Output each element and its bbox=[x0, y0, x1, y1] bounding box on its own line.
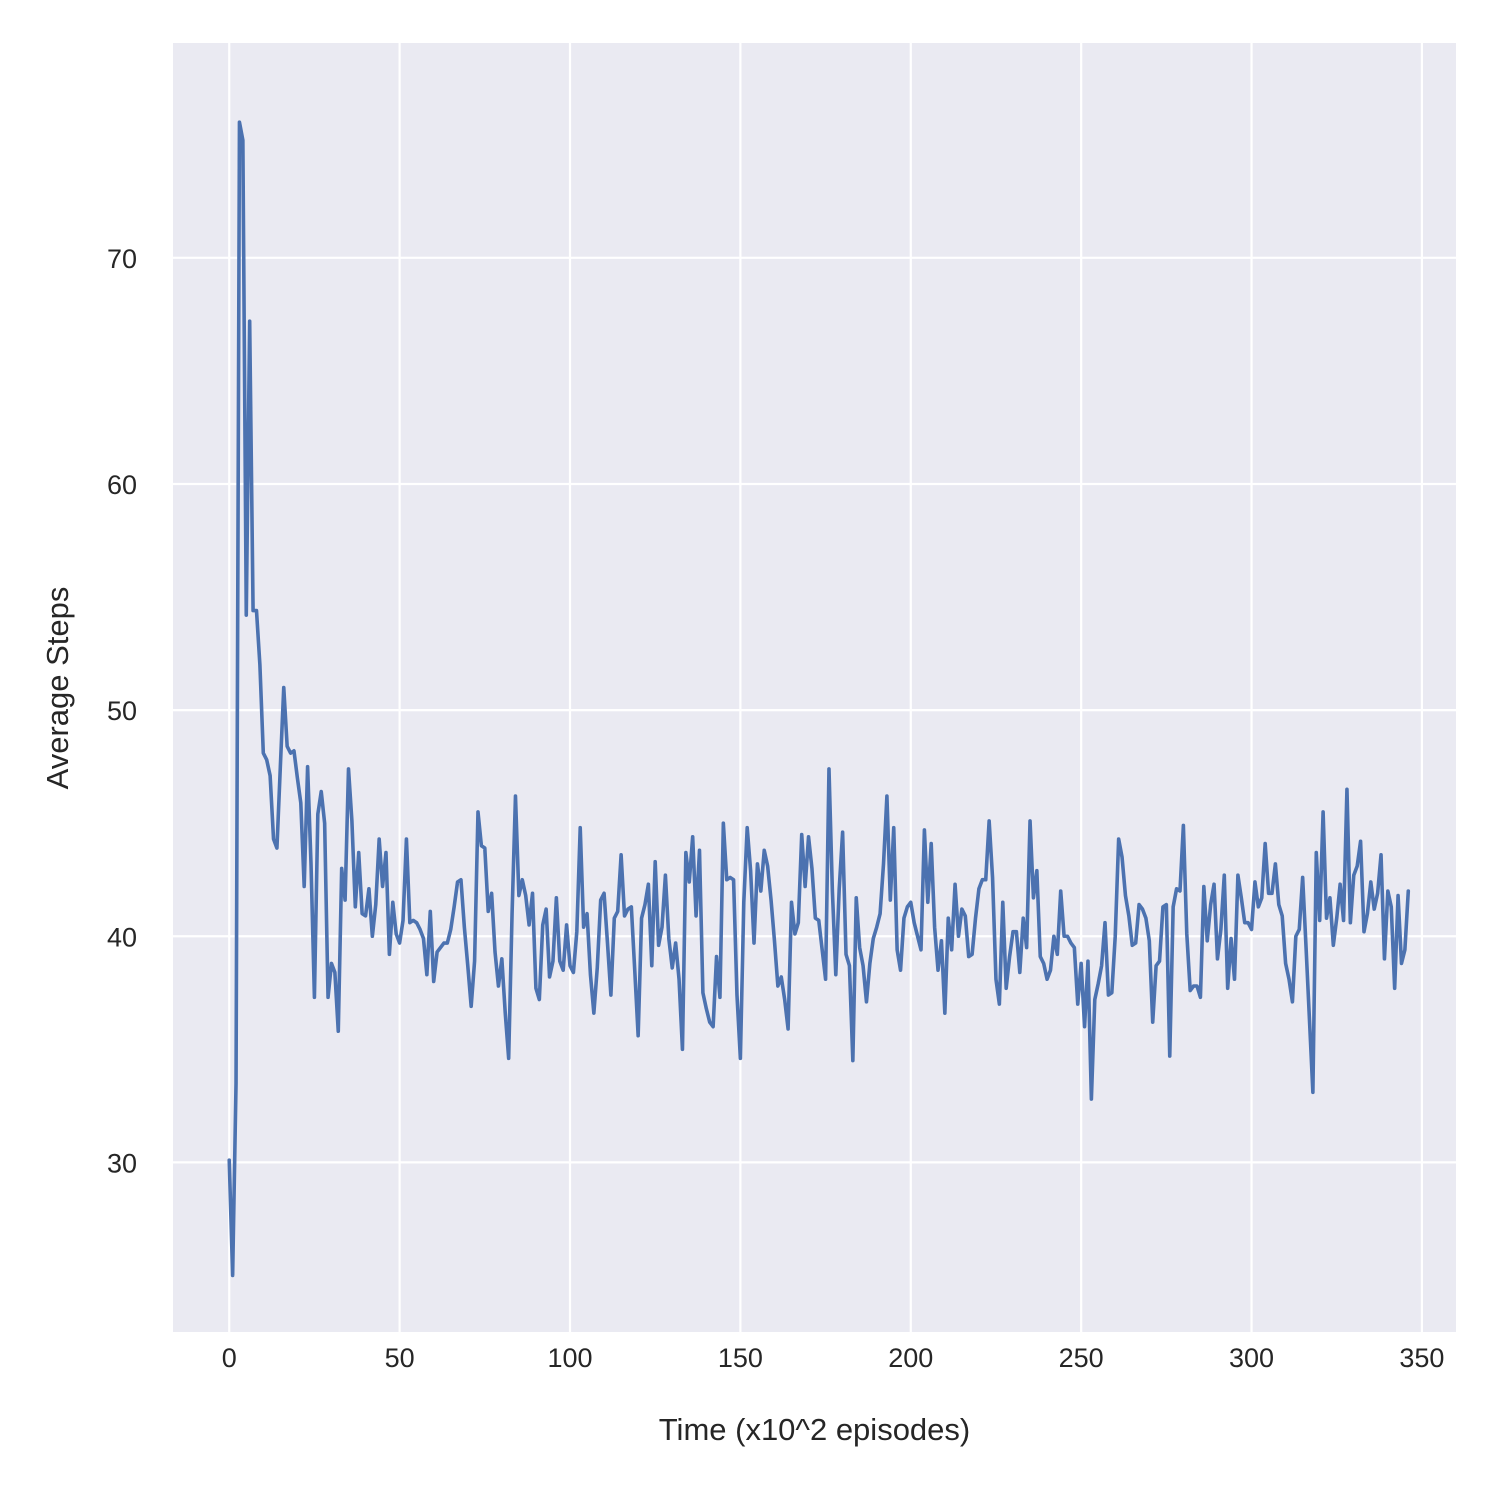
y-tick-label: 50 bbox=[107, 696, 137, 726]
y-tick-label: 60 bbox=[107, 470, 137, 500]
x-tick-label: 250 bbox=[1059, 1343, 1104, 1373]
series-layer bbox=[227, 120, 1411, 1278]
x-tick-label: 350 bbox=[1399, 1343, 1444, 1373]
x-tick-labels: 0 50 100 150 200 250 300 350 bbox=[222, 1343, 1445, 1373]
x-tick-label: 50 bbox=[385, 1343, 415, 1373]
y-grid-lines bbox=[173, 256, 1456, 1164]
plot-area-background bbox=[173, 43, 1456, 1332]
y-tick-labels: 30 40 50 60 70 bbox=[107, 244, 137, 1179]
y-tick-label: 30 bbox=[107, 1148, 137, 1178]
y-tick-label: 70 bbox=[107, 244, 137, 274]
x-tick-label: 150 bbox=[718, 1343, 763, 1373]
y-axis-label: Average Steps bbox=[40, 587, 75, 790]
x-tick-label: 0 bbox=[222, 1343, 237, 1373]
series-line bbox=[227, 120, 1411, 1278]
x-tick-label: 100 bbox=[547, 1343, 592, 1373]
y-tick-label: 40 bbox=[107, 922, 137, 952]
x-tick-label: 300 bbox=[1229, 1343, 1274, 1373]
x-axis-label: Time (x10^2 episodes) bbox=[659, 1412, 970, 1447]
x-tick-label: 200 bbox=[888, 1343, 933, 1373]
